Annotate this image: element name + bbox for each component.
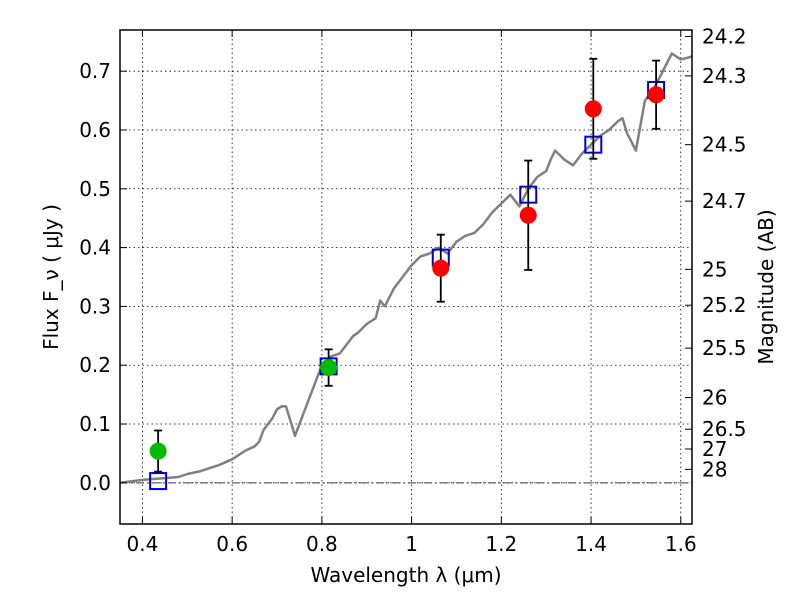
y-tick-label: 0.2 <box>79 353 111 377</box>
y-tick-label: 0.4 <box>79 236 111 260</box>
observed-flux-point <box>584 100 602 118</box>
right-tick-label: 25.5 <box>702 336 747 360</box>
x-tick-label: 1 <box>405 532 418 556</box>
observed-flux-point <box>519 206 537 224</box>
observed-flux-point <box>432 259 450 277</box>
y-tick-label: 0.0 <box>79 471 111 495</box>
ticks: 0.4 0.6 0.8 1 1.2 1.4 1.6 0.0 0.1 0.2 0.3 0.4 0.5 0.6… <box>79 24 746 556</box>
right-tick-label: 25 <box>702 257 727 281</box>
observed-flux-point <box>647 86 665 104</box>
model-spectrum <box>119 52 693 485</box>
x-tick-label: 1.2 <box>485 532 517 556</box>
model-square-marker <box>149 472 168 491</box>
right-tick-label: 25.2 <box>702 293 747 317</box>
y-tick-label: 0.6 <box>79 118 111 142</box>
y-axis-title-left: Flux F_ν ( μJy ) <box>39 204 63 350</box>
spectrum-line <box>119 52 693 485</box>
right-tick-label: 24.2 <box>702 24 747 48</box>
right-tick-label: 24.7 <box>702 189 747 213</box>
y-tick-label: 0.7 <box>79 59 111 83</box>
observed-flux-point <box>320 359 338 377</box>
x-tick-label: 0.8 <box>306 532 338 556</box>
right-tick-label: 26.5 <box>702 417 747 441</box>
x-tick-label: 1.6 <box>665 532 697 556</box>
right-tick-label: 27 <box>702 437 727 461</box>
x-tick-label: 0.4 <box>127 532 159 556</box>
right-tick-label: 26 <box>702 386 727 410</box>
y-axis-title-right: Magnitude (AB) <box>754 209 778 364</box>
right-tick-label: 28 <box>702 457 727 481</box>
x-tick-label: 1.4 <box>575 532 607 556</box>
x-tick-label: 0.6 <box>216 532 248 556</box>
y-tick-label: 0.1 <box>79 412 111 436</box>
right-tick-label: 24.5 <box>702 133 747 157</box>
right-tick-label: 24.3 <box>702 64 747 88</box>
grid <box>120 30 692 524</box>
y-tick-label: 0.5 <box>79 177 111 201</box>
plot-frame <box>119 29 693 525</box>
observed-flux-point <box>149 442 167 460</box>
x-axis-title: Wavelength λ (μm) <box>310 563 501 587</box>
y-tick-label: 0.3 <box>79 294 111 318</box>
data-points <box>149 57 666 491</box>
